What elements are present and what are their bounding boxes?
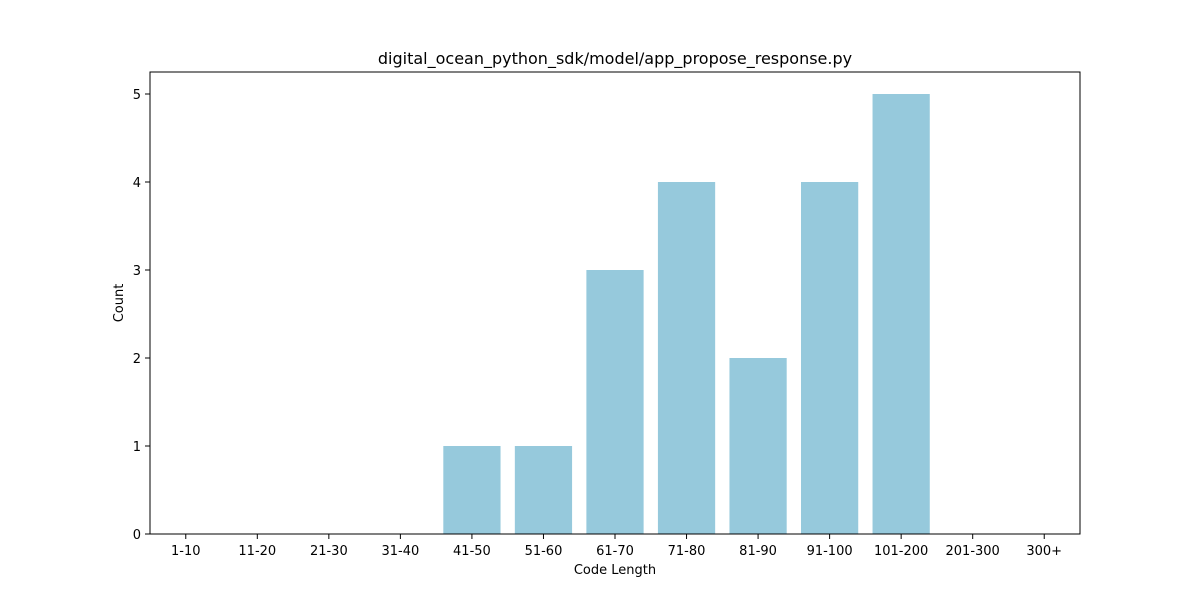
y-tick-label: 3 bbox=[133, 264, 141, 279]
x-tick-label: 51-60 bbox=[525, 544, 563, 559]
bars-group bbox=[443, 94, 930, 534]
bar-71-80 bbox=[657, 182, 716, 534]
x-tick-label: 101-200 bbox=[874, 544, 928, 559]
y-tick-label: 0 bbox=[133, 528, 141, 543]
x-tick-label: 81-90 bbox=[739, 544, 777, 559]
bar-51-60 bbox=[514, 446, 573, 534]
x-axis-title: Code Length bbox=[574, 563, 656, 578]
bar-101-200 bbox=[872, 94, 930, 534]
y-tick-label: 2 bbox=[133, 352, 141, 367]
x-tick-label: 21-30 bbox=[310, 544, 348, 559]
x-tick-label: 201-300 bbox=[946, 544, 1000, 559]
y-tick-label: 1 bbox=[133, 440, 141, 455]
x-tick-label: 1-10 bbox=[171, 544, 201, 559]
y-tick-label: 4 bbox=[133, 176, 141, 191]
bar-91-100 bbox=[801, 182, 859, 534]
x-tick-label: 300+ bbox=[1026, 544, 1062, 559]
x-tick-label: 11-20 bbox=[238, 544, 276, 559]
x-tick-label: 91-100 bbox=[807, 544, 853, 559]
chart-title: digital_ocean_python_sdk/model/app_propo… bbox=[378, 49, 852, 69]
y-axis: 0 1 2 3 4 5 bbox=[133, 88, 150, 543]
bar-61-70 bbox=[586, 270, 644, 534]
x-tick-label: 61-70 bbox=[596, 544, 634, 559]
x-axis: 1-10 11-20 21-30 31-40 41-50 51-60 61-70 71-80 8… bbox=[171, 534, 1062, 559]
x-tick-label: 31-40 bbox=[381, 544, 419, 559]
bar-41-50 bbox=[443, 446, 501, 534]
x-tick-label: 71-80 bbox=[668, 544, 706, 559]
bar-81-90 bbox=[729, 358, 787, 534]
y-tick-label: 5 bbox=[133, 88, 141, 103]
y-axis-title: Count bbox=[112, 284, 127, 323]
x-tick-label: 41-50 bbox=[453, 544, 491, 559]
